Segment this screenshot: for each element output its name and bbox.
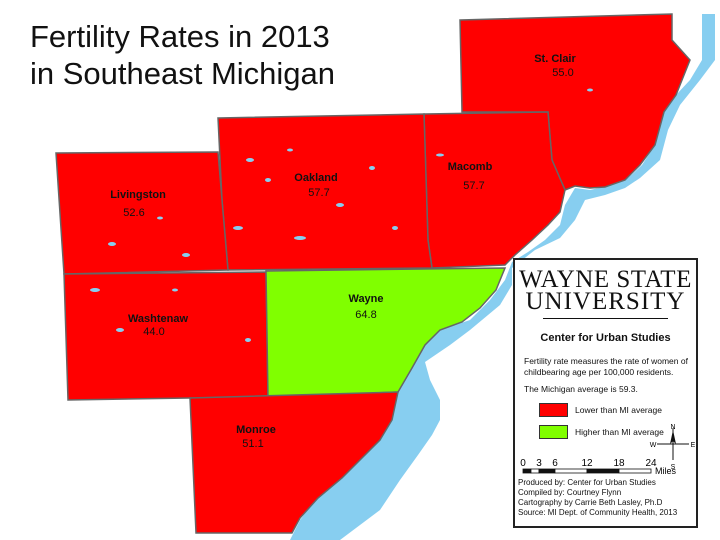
higher-swatch xyxy=(539,425,568,439)
inland-lakes xyxy=(90,88,593,342)
label-macomb: Macomb xyxy=(448,161,493,173)
center-name: Center for Urban Studies xyxy=(540,332,671,344)
county-livingston[interactable] xyxy=(55,151,229,275)
scale-tick: 24 xyxy=(645,458,657,469)
label-st-clair: St. Clair xyxy=(534,53,576,65)
higher-label: Higher than MI average xyxy=(575,427,664,437)
county-wayne[interactable] xyxy=(265,267,507,399)
legend-description: Fertility rate measures the rate of wome… xyxy=(524,356,688,377)
lower-label: Lower than MI average xyxy=(575,405,662,415)
logo-divider xyxy=(543,318,668,319)
credit-line: Source: MI Dept. of Community Health, 20… xyxy=(518,508,678,517)
legend-average: The Michigan average is 59.3. xyxy=(524,384,638,394)
rate-monroe: 51.1 xyxy=(242,438,263,450)
credit-line: Compiled by: Courtney Flynn xyxy=(518,488,622,497)
scale-tick: 12 xyxy=(581,458,593,469)
lower-swatch xyxy=(539,403,568,417)
scale-bar xyxy=(522,468,652,474)
scale-tick: 3 xyxy=(536,458,542,469)
label-wayne: Wayne xyxy=(348,293,383,305)
credit-line: Produced by: Center for Urban Studies xyxy=(518,478,656,487)
county-monroe[interactable] xyxy=(189,391,399,534)
scale-unit: Miles xyxy=(655,466,677,476)
label-livingston: Livingston xyxy=(110,189,166,201)
university-logo-line2: UNIVERSITY xyxy=(525,288,686,315)
map-title-line2: in Southeast Michigan xyxy=(30,56,336,91)
map-title: Fertility Rates in 2013 in Southeast Mic… xyxy=(30,18,335,92)
credits: Produced by: Center for Urban Studies Co… xyxy=(518,478,677,518)
scale-and-compass: N S E W 0 3 6 12 18 24 Miles xyxy=(520,424,696,476)
water-body xyxy=(290,14,715,540)
compass-icon: N S E W xyxy=(650,424,696,471)
scale-tick: 6 xyxy=(552,458,558,469)
rate-macomb: 57.7 xyxy=(463,180,484,192)
rate-st-clair: 55.0 xyxy=(552,67,573,79)
legend-panel: WAYNE STATE UNIVERSITY Center for Urban … xyxy=(513,258,698,528)
label-washtenaw: Washtenaw xyxy=(128,313,189,325)
county-labels: St. Clair 55.0 Macomb 57.7 Oakland 57.7 … xyxy=(110,53,576,450)
label-monroe: Monroe xyxy=(236,424,276,436)
label-oakland: Oakland xyxy=(294,172,337,184)
scale-tick: 18 xyxy=(613,458,625,469)
compass-s: S xyxy=(671,464,676,471)
credit-line: Cartography by Carrie Beth Lasley, Ph.D xyxy=(518,498,663,507)
compass-e: E xyxy=(691,442,696,449)
rate-washtenaw: 44.0 xyxy=(143,326,164,338)
compass-w: W xyxy=(650,442,657,449)
compass-n: N xyxy=(670,424,675,431)
map-title-line1: Fertility Rates in 2013 xyxy=(30,19,330,54)
rate-livingston: 52.6 xyxy=(123,207,144,219)
university-logo-line1: WAYNE STATE xyxy=(519,266,692,293)
scale-tick: 0 xyxy=(520,458,526,469)
rate-wayne: 64.8 xyxy=(355,309,376,321)
rate-oakland: 57.7 xyxy=(308,187,329,199)
